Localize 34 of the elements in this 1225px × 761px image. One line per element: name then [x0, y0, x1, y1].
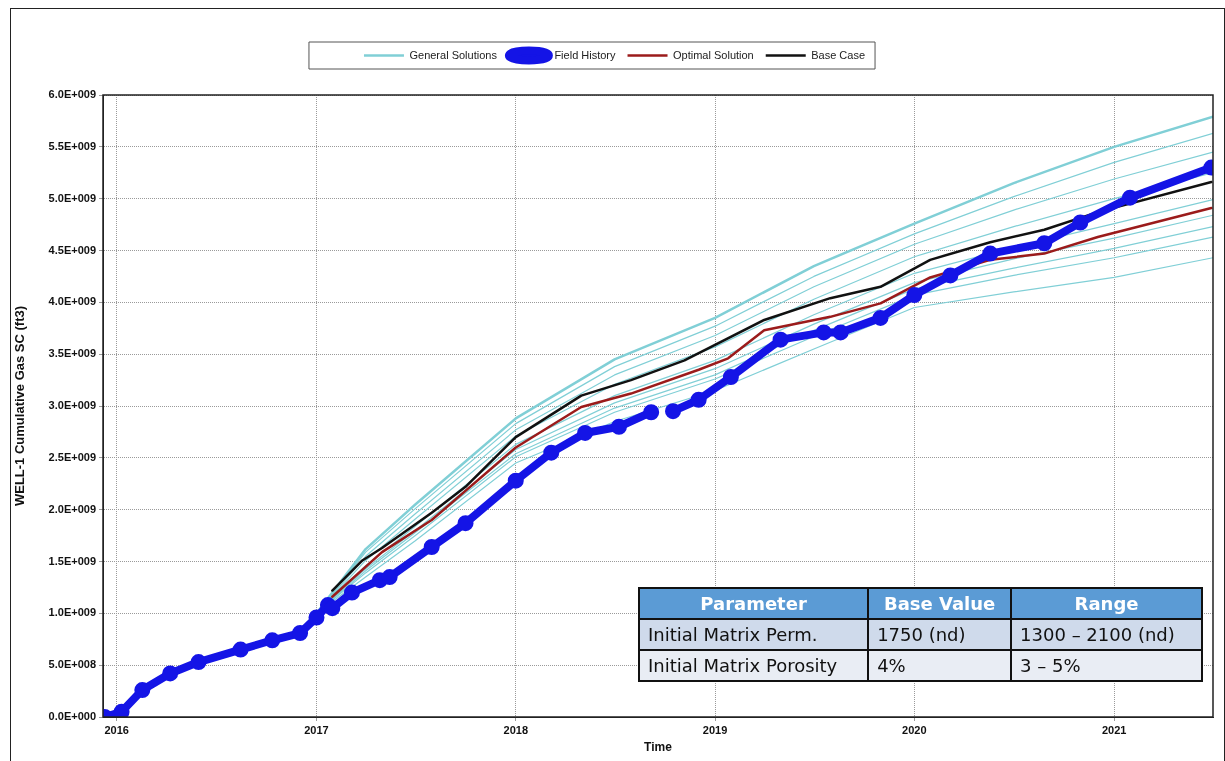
text: 3 – 5%: [1020, 655, 1081, 676]
y-tick-label: 3.5E+009: [48, 347, 96, 360]
y-tick-label: 2.5E+009: [48, 450, 96, 463]
x-tick-label: 2018: [503, 723, 529, 736]
x-tick-label: 2017: [304, 723, 329, 736]
category-label: Range: [1011, 588, 1202, 619]
category-label: Base Value: [868, 588, 1012, 619]
y-tick-label: 1.5E+009: [48, 554, 96, 567]
legend-label: Base Case: [811, 48, 866, 61]
category-label: Initial Matrix Porosity: [648, 655, 838, 676]
y-tick-label: 2.0E+009: [48, 502, 96, 515]
x-axis-title: Time: [644, 740, 673, 755]
y-tick-label: 4.5E+009: [48, 243, 96, 256]
y-tick-label: 5.0E+008: [48, 658, 96, 671]
y-tick-label: 5.0E+009: [48, 191, 96, 204]
y-tick-label: 0.0E+000: [48, 710, 96, 723]
y-tick-label: 4.0E+009: [48, 295, 96, 308]
x-tick-label: 2016: [104, 723, 129, 736]
text: 1750 (nd): [877, 624, 966, 645]
category-label: Parameter: [639, 588, 869, 619]
x-tick-label: 2021: [1101, 723, 1127, 736]
y-tick-label: 1.0E+009: [48, 606, 96, 619]
y-axis-title: WELL-1 Cumulative Gas SC (ft3): [12, 305, 28, 507]
x-tick-label: 2019: [702, 723, 728, 736]
x-tick-label: 2020: [902, 723, 927, 736]
category-label: Initial Matrix Perm.: [648, 624, 818, 645]
y-tick-label: 3.0E+009: [48, 399, 96, 412]
y-tick-label: 6.0E+009: [48, 88, 96, 101]
text: 4%: [877, 655, 906, 676]
y-tick-label: 5.5E+009: [48, 139, 96, 152]
legend-label: Field History: [554, 48, 617, 61]
legend-label: General Solutions: [409, 48, 498, 61]
text: 1300 – 2100 (nd): [1020, 624, 1175, 645]
legend-label: Optimal Solution: [673, 48, 754, 61]
